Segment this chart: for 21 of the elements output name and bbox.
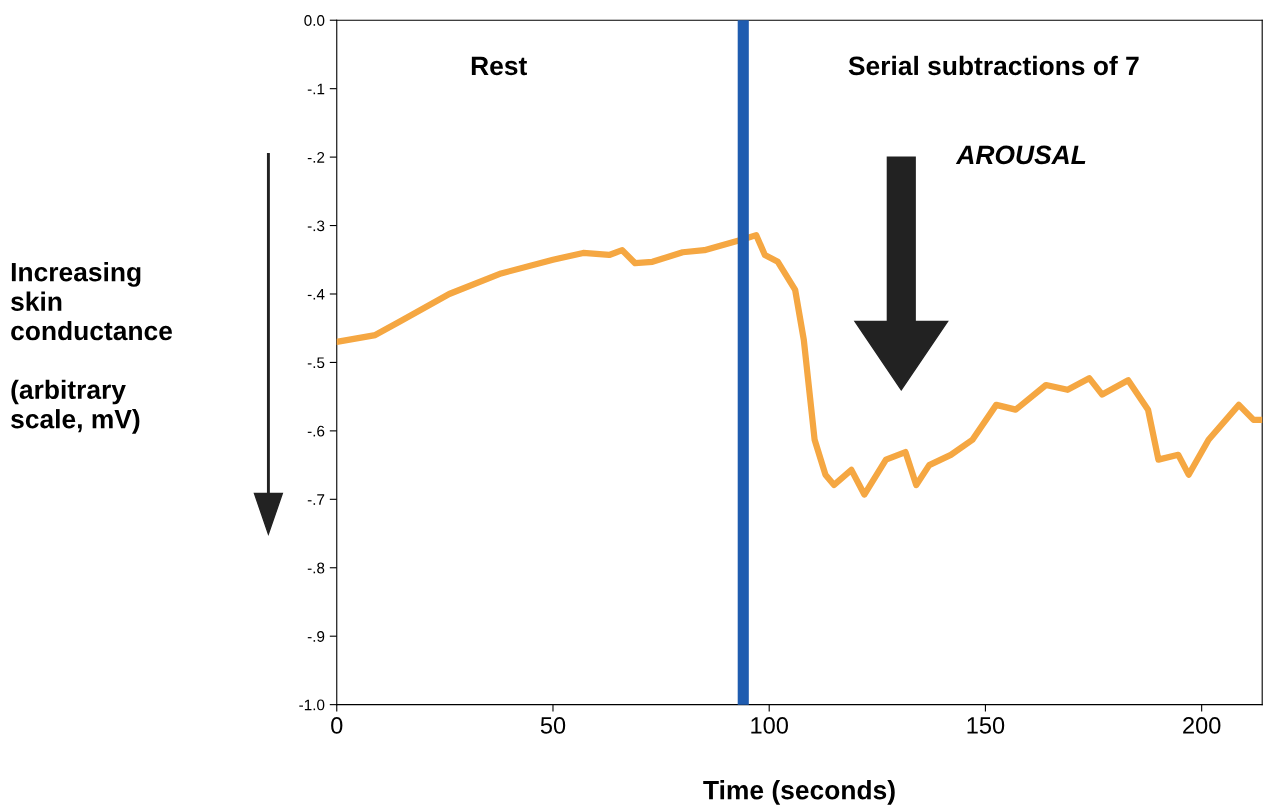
x-tick-label: 150 <box>967 717 1005 734</box>
y-tick-label: -1.0 <box>299 699 325 711</box>
x-tick-label: 50 <box>540 717 566 734</box>
x-tick-label: 200 <box>1183 717 1221 734</box>
y-tick-label: -.9 <box>307 631 325 642</box>
y-tick-label: -.2 <box>307 151 325 163</box>
y-tick-label: -.3 <box>307 220 325 232</box>
y-tick-label: -.7 <box>307 494 325 505</box>
y-tick-label: 0.0 <box>304 15 325 26</box>
x-tick-label: 0 <box>331 717 343 734</box>
text: Increasing skin conductance (arbitrary scale, mV) <box>11 262 172 434</box>
y-tick-label: -.8 <box>307 562 325 574</box>
x-axis-title: Time (seconds) <box>703 780 895 805</box>
y-tick-label: -.5 <box>307 357 325 369</box>
y-tick-label: -.6 <box>307 425 325 437</box>
annotation: Rest <box>471 56 527 76</box>
annotation: AROUSAL <box>955 145 1086 165</box>
y-tick-label: -.1 <box>307 83 325 95</box>
annotation: Serial subtractions of 7 <box>848 55 1139 76</box>
y-tick-label: -.4 <box>307 289 325 300</box>
x-tick-label: 100 <box>751 717 788 734</box>
